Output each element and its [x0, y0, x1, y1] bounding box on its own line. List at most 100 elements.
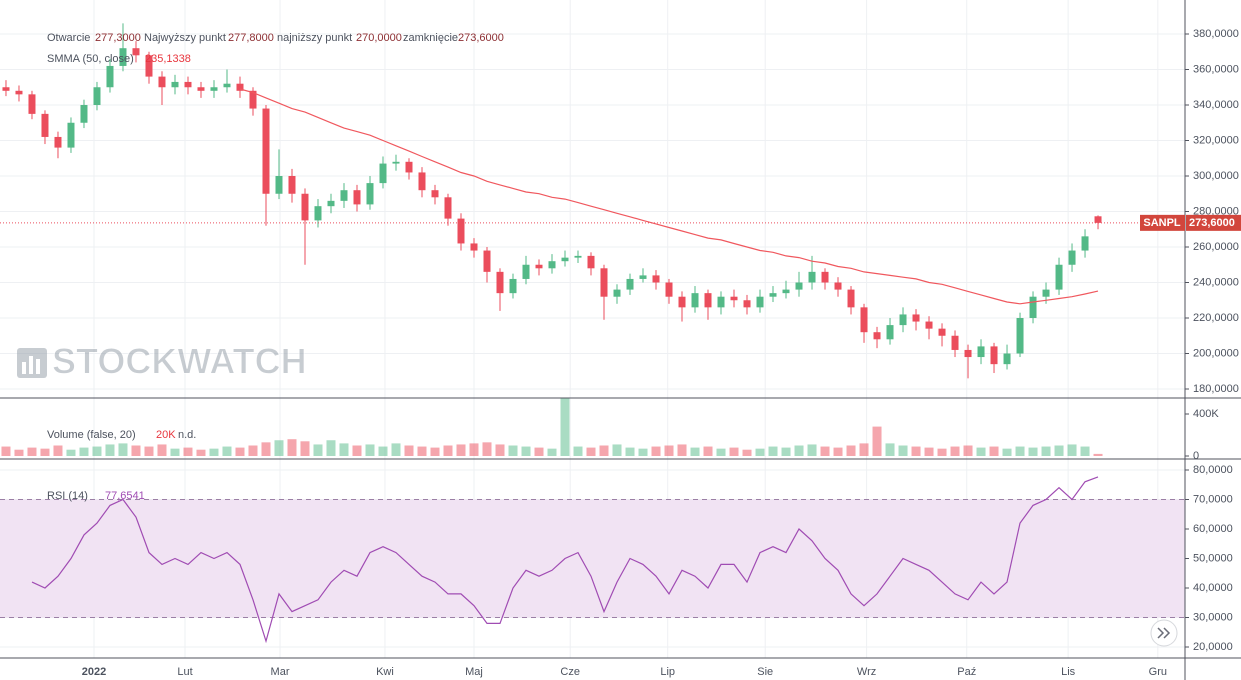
candle-body — [106, 65, 114, 88]
volume-bar — [924, 447, 934, 456]
candle-body — [561, 257, 569, 262]
volume-bar — [573, 446, 583, 456]
x-tick-label: Lis — [1061, 666, 1076, 678]
candle-body — [678, 296, 686, 308]
candle-body — [327, 200, 335, 207]
volume-bar — [92, 446, 102, 456]
candle-body — [535, 264, 543, 269]
volume-bar — [1, 446, 11, 456]
y-tick-label: 220,0000 — [1193, 312, 1239, 324]
y-tick-label: 180,0000 — [1193, 383, 1239, 395]
volume-bar — [1054, 445, 1064, 456]
candle-body — [704, 293, 712, 308]
volume-bar — [625, 447, 635, 456]
candle-body — [223, 83, 231, 88]
candle-body — [964, 349, 972, 358]
candle-body — [93, 87, 101, 105]
candle-body — [41, 113, 49, 137]
candle-body — [951, 335, 959, 350]
volume-bar — [833, 447, 843, 456]
volume-legend-value: 20K — [156, 429, 176, 441]
candle-body — [301, 193, 309, 221]
candle-body — [1016, 318, 1024, 354]
volume-bar — [1028, 447, 1038, 456]
volume-bar — [339, 443, 349, 456]
volume-bar — [482, 442, 492, 456]
volume-bar — [1041, 446, 1051, 456]
volume-bar — [66, 449, 76, 456]
scroll-button[interactable] — [1150, 619, 1178, 647]
smma-legend: SMMA (50, close) — [47, 53, 134, 65]
price-tag-label: 273,6000 — [1189, 217, 1235, 229]
legend-value: 277,3000 — [95, 32, 141, 44]
volume-bar — [716, 448, 726, 456]
volume-bar — [300, 441, 310, 456]
volume-bar — [898, 445, 908, 456]
volume-bar — [638, 448, 648, 456]
y-tick-label: 60,0000 — [1193, 523, 1233, 535]
x-tick-label: Wrz — [857, 666, 876, 678]
watermark-icon-bar — [29, 356, 33, 374]
candle-body — [431, 190, 439, 198]
candle-body — [1068, 250, 1076, 265]
candle-body — [717, 296, 725, 308]
volume-bar — [261, 442, 271, 456]
y-tick-label: 320,0000 — [1193, 134, 1239, 146]
y-tick-label: 80,0000 — [1193, 464, 1233, 476]
candle-body — [691, 293, 699, 308]
y-tick-label: 40,0000 — [1193, 582, 1233, 594]
x-tick-label: Kwi — [376, 666, 394, 678]
legend-label: Najwyższy punkt — [144, 32, 226, 44]
volume-bar — [248, 445, 258, 456]
candle-body — [1055, 264, 1063, 290]
volume-bar — [1015, 446, 1025, 456]
candle-body — [444, 197, 452, 219]
y-tick-label: 380,0000 — [1193, 28, 1239, 40]
volume-bar — [235, 447, 245, 456]
volume-bar — [885, 443, 895, 456]
y-tick-label: 280,0000 — [1193, 205, 1239, 217]
volume-legend-ma: n.d. — [178, 429, 196, 441]
volume-bar — [950, 446, 960, 456]
volume-bar — [963, 445, 973, 456]
x-tick-label: Cze — [560, 666, 580, 678]
volume-bar — [417, 446, 427, 456]
volume-bar — [1002, 448, 1012, 456]
candle-body — [639, 275, 647, 279]
scroll-button-icon[interactable] — [1157, 627, 1171, 639]
x-tick-label: Maj — [465, 666, 483, 678]
volume-bar — [105, 444, 115, 456]
watermark-icon-bar — [22, 362, 26, 374]
candle-body — [496, 271, 504, 294]
candle-body — [210, 87, 218, 91]
smma-legend-value: 235,1338 — [145, 53, 191, 65]
candle-body — [613, 289, 621, 297]
candle-body — [1042, 289, 1050, 297]
volume-bar — [664, 445, 674, 456]
volume-bar — [677, 444, 687, 456]
candle-body — [782, 289, 790, 294]
volume-bar — [729, 447, 739, 456]
volume-bar — [612, 444, 622, 456]
candle-body — [665, 282, 673, 297]
volume-bar — [443, 445, 453, 456]
candle-body — [899, 314, 907, 326]
candle-body — [834, 282, 842, 290]
volume-bar — [391, 443, 401, 456]
y-tick-label: 340,0000 — [1193, 99, 1239, 111]
volume-bar — [599, 445, 609, 456]
y-tick-label: 260,0000 — [1193, 241, 1239, 253]
x-tick-label: Paź — [957, 666, 976, 678]
symbol-tag — [1140, 214, 1185, 231]
candle-body — [1003, 353, 1011, 365]
candle-body — [977, 346, 985, 358]
y-tick-label: 300,0000 — [1193, 170, 1239, 182]
candle-body — [236, 83, 244, 91]
legend-label: najniższy punkt — [277, 32, 352, 44]
volume-bar — [560, 398, 570, 456]
x-tick-label: Mar — [271, 666, 290, 678]
x-tick-label: Sie — [757, 666, 773, 678]
volume-bar — [781, 447, 791, 456]
volume-bar — [287, 439, 297, 456]
volume-bar — [872, 426, 882, 456]
